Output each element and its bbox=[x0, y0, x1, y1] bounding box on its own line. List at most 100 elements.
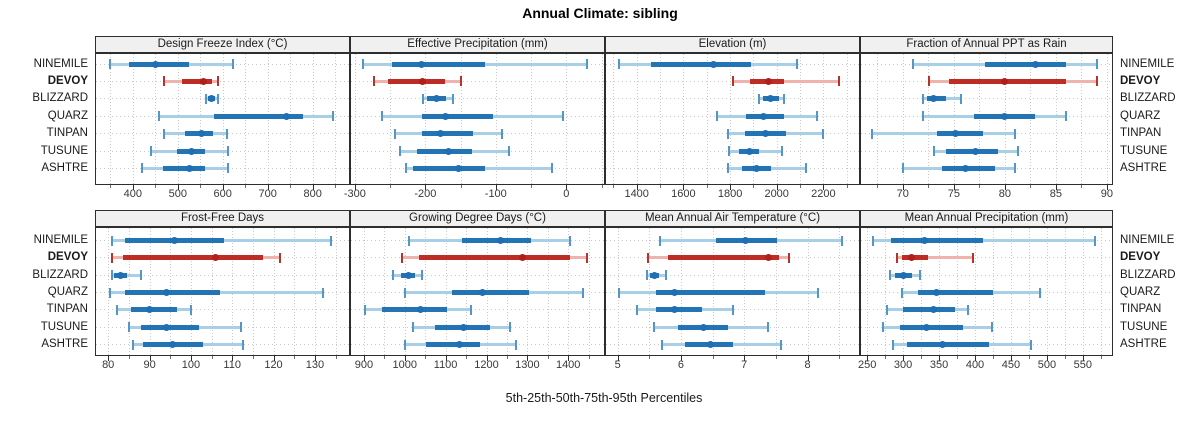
axis-tick-minor bbox=[390, 185, 392, 188]
whisker-cap-left bbox=[727, 128, 730, 139]
whisker-cap-left bbox=[871, 128, 874, 139]
axis-tick-minor bbox=[877, 185, 879, 188]
median-dot bbox=[188, 147, 196, 155]
row-gridline bbox=[861, 257, 1112, 259]
whisker-cap-left bbox=[922, 111, 925, 122]
gridline bbox=[1100, 228, 1102, 355]
axis-tick-label: 300 bbox=[893, 359, 913, 371]
axis-tick-label: 1400 bbox=[555, 359, 581, 371]
whisker-cap-right bbox=[960, 93, 962, 104]
panel-title: Effective Precipitation (mm) bbox=[407, 38, 548, 50]
median-dot bbox=[670, 306, 678, 314]
whisker-cap-left bbox=[617, 287, 620, 298]
axis-tick-minor bbox=[613, 185, 615, 188]
iqr-box bbox=[141, 324, 200, 330]
panel-strip: Growing Degree Days (°C) bbox=[350, 210, 605, 227]
axis-tick-minor bbox=[460, 185, 462, 188]
whisker-cap-left bbox=[871, 235, 874, 246]
gridline bbox=[867, 228, 869, 355]
row-gridline bbox=[861, 98, 1112, 100]
median-dot bbox=[710, 60, 718, 68]
axis-tick-label: 80 bbox=[102, 359, 115, 371]
gridline bbox=[660, 54, 662, 184]
gridline bbox=[800, 54, 801, 184]
whisker-cap-right bbox=[227, 146, 230, 156]
axis-tick-label: 75 bbox=[947, 188, 961, 200]
median-dot bbox=[921, 237, 929, 244]
site-label-right-quarz: QUARZ bbox=[1120, 286, 1161, 298]
whisker-cap-left bbox=[732, 76, 735, 87]
axis-tick-major bbox=[312, 185, 314, 190]
axis-tick-label: 85 bbox=[1049, 188, 1063, 200]
median-dot bbox=[146, 306, 154, 314]
iqr-box bbox=[890, 238, 983, 243]
median-dot bbox=[650, 271, 658, 279]
whisker-cap-left bbox=[403, 339, 406, 350]
row-gridline bbox=[861, 274, 1112, 276]
row-gridline bbox=[606, 98, 859, 100]
whisker-cap-left bbox=[149, 146, 152, 156]
row-gridline bbox=[351, 309, 604, 311]
axis-tick-major bbox=[527, 356, 529, 361]
whisker-cap-left bbox=[900, 287, 903, 298]
gridline bbox=[753, 54, 755, 184]
iqr-box bbox=[451, 290, 530, 295]
axis-tick-label: 500 bbox=[168, 188, 187, 200]
axis-tick-major bbox=[1106, 185, 1108, 190]
site-label-right-tinpan: TINPAN bbox=[1120, 127, 1162, 140]
median-dot bbox=[761, 130, 769, 138]
median-dot bbox=[700, 323, 708, 331]
axis-tick-major bbox=[108, 356, 110, 361]
iqr-box bbox=[131, 307, 177, 313]
gridline bbox=[1030, 54, 1032, 184]
median-dot bbox=[899, 271, 907, 279]
median-dot bbox=[460, 323, 468, 331]
row-gridline bbox=[351, 98, 604, 100]
whisker-cap-right bbox=[779, 339, 782, 350]
whisker-cap-right bbox=[796, 59, 799, 69]
whisker-range-band bbox=[733, 79, 839, 83]
whisker-cap-left bbox=[728, 146, 731, 156]
median-dot bbox=[767, 95, 775, 103]
site-label-left-devoy: DEVOY bbox=[47, 74, 88, 87]
site-label-left-ninemile: NINEMILE bbox=[33, 234, 88, 246]
axis-tick-label: -300 bbox=[343, 188, 366, 200]
whisker-cap-right bbox=[1017, 146, 1020, 156]
gridline bbox=[425, 54, 427, 184]
whisker-cap-right bbox=[586, 59, 589, 69]
axis-tick-major bbox=[939, 356, 941, 361]
whisker-cap-right bbox=[568, 235, 571, 246]
axis-tick-label: 5 bbox=[614, 359, 621, 371]
panel-title: Design Freeze Index (°C) bbox=[157, 38, 288, 50]
whisker-cap-left bbox=[127, 322, 130, 333]
iqr-box bbox=[655, 307, 702, 313]
gridline bbox=[1046, 228, 1048, 355]
axis-tick-minor bbox=[252, 356, 254, 359]
axis-tick-minor bbox=[335, 356, 337, 359]
gridline bbox=[979, 54, 981, 184]
gridline bbox=[200, 54, 202, 184]
panel-strip: Effective Precipitation (mm) bbox=[350, 36, 605, 53]
whisker-cap-left bbox=[757, 93, 760, 104]
gridline bbox=[354, 54, 356, 184]
axis-tick-minor bbox=[155, 185, 157, 188]
gridline bbox=[390, 54, 392, 184]
median-dot bbox=[419, 77, 427, 85]
axis-tick-label: 90 bbox=[143, 359, 156, 371]
axis-tick-minor bbox=[601, 185, 603, 188]
iqr-box bbox=[906, 342, 990, 347]
median-dot bbox=[417, 306, 425, 314]
axis-tick-major bbox=[190, 356, 192, 361]
median-dot bbox=[764, 77, 772, 85]
iqr-box bbox=[182, 78, 213, 84]
whisker-cap-right bbox=[1038, 287, 1041, 298]
axis-tick-major bbox=[222, 185, 224, 190]
iqr-box bbox=[668, 255, 779, 261]
axis-tick-minor bbox=[211, 356, 213, 359]
site-label-right-ninemile: NINEMILE bbox=[1120, 234, 1175, 246]
median-dot bbox=[117, 271, 125, 279]
axis-tick-major bbox=[1046, 356, 1048, 361]
axis-tick-minor bbox=[800, 185, 801, 188]
panel-plot bbox=[860, 53, 1113, 185]
iqr-box bbox=[918, 290, 993, 295]
